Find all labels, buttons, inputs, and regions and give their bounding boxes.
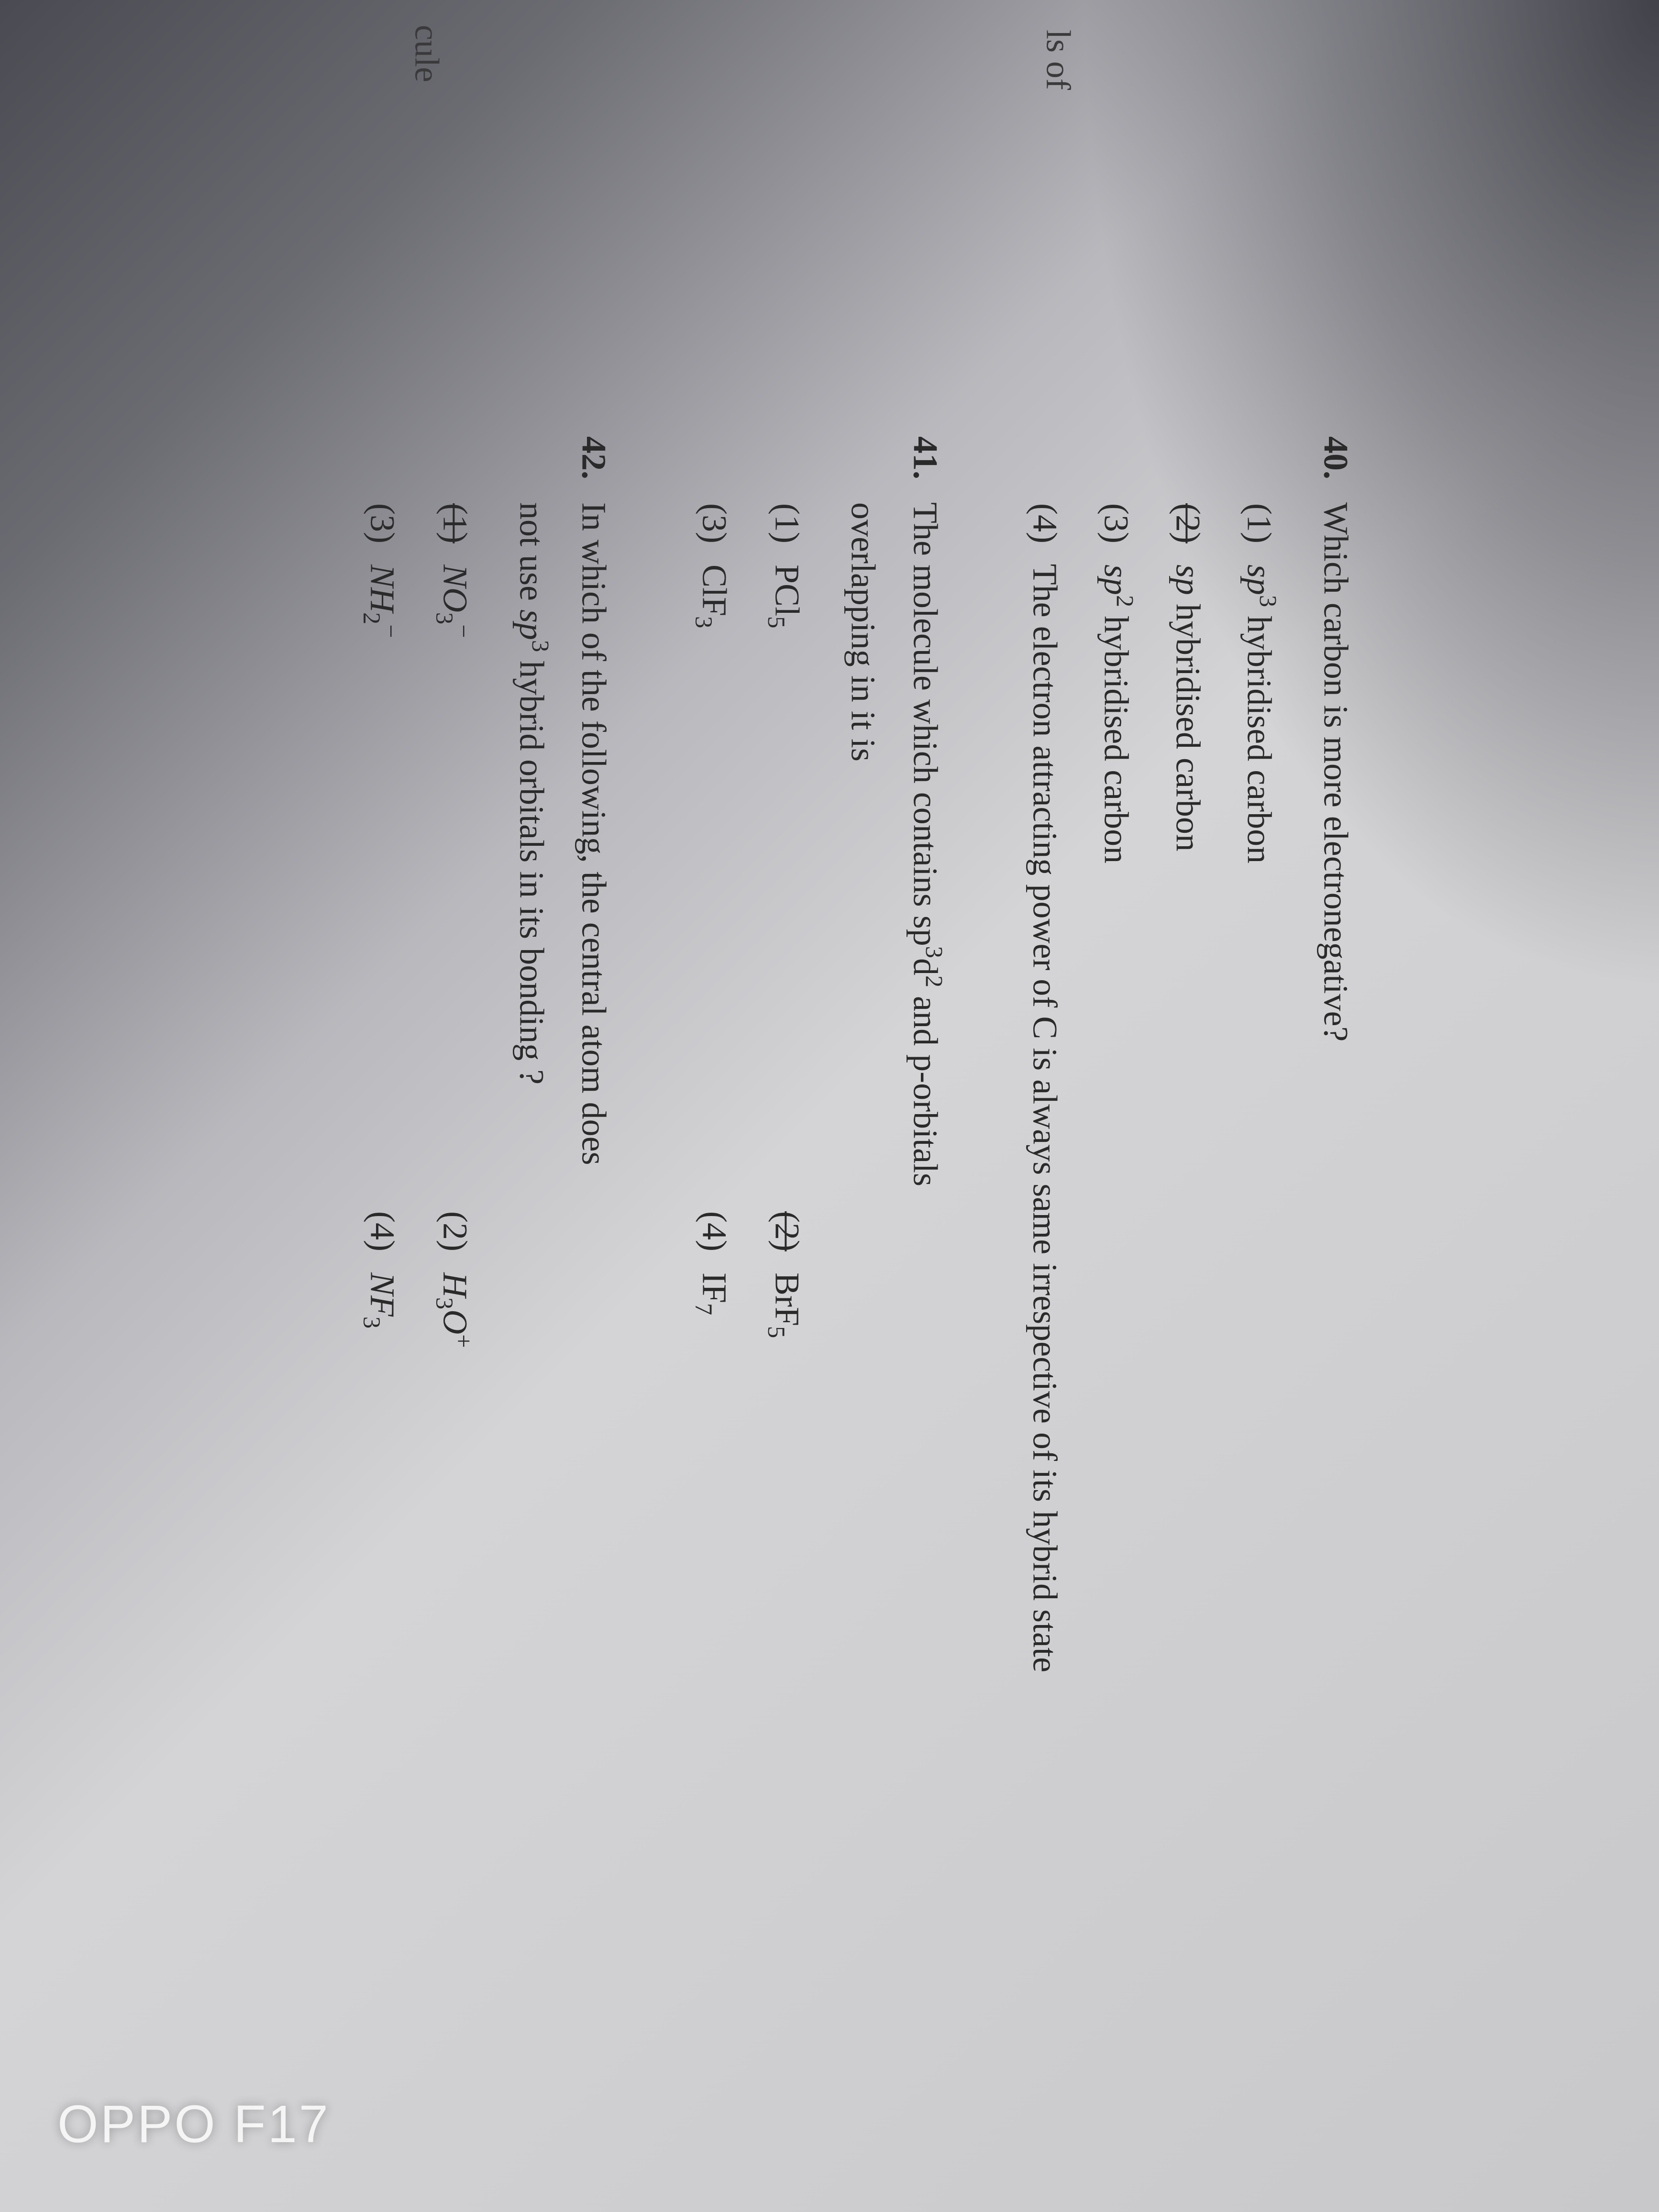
option-text-suffix: hybridised carbon: [1240, 607, 1279, 863]
formula2: O: [436, 1309, 475, 1334]
option-1: (1) NO3−: [423, 503, 486, 1211]
option-number: (2): [1157, 503, 1219, 556]
option-2: (2) BrF5: [754, 1211, 818, 1919]
options-list: (1) NO3− (2) H3O+ (3) NH2− (4) NF3: [350, 503, 486, 1919]
charge: −: [451, 624, 477, 638]
option-4: (4) The electron attracting power of C i…: [1013, 503, 1075, 1919]
option-3: (3) ClF3: [682, 503, 745, 1211]
subscript: 3: [690, 616, 717, 628]
formula: H: [436, 1272, 475, 1297]
question-42: 42. In which of the following, the centr…: [350, 436, 624, 1919]
option-number: (1): [424, 503, 486, 556]
option-3: (3) NH2−: [350, 503, 413, 1211]
formula: PCl: [768, 564, 806, 616]
option-1: (1) PCl5: [754, 503, 818, 1211]
option-number: (2): [424, 1211, 486, 1264]
options-list: (1) PCl5 (2) BrF5 (3) ClF3 (4) IF7: [682, 503, 818, 1919]
option-number: (3): [1085, 503, 1147, 556]
option-text-prefix: sp: [1169, 564, 1207, 595]
qtext-line1: In which of the following, the central a…: [575, 502, 613, 1165]
superscript: 3: [920, 946, 947, 958]
formula: NF: [364, 1272, 402, 1316]
question-41: 41. The molecule which contains sp3d2 an…: [682, 436, 956, 1919]
option-text: The electron attracting power of C is al…: [1026, 564, 1064, 1672]
subscript: 7: [690, 1303, 717, 1315]
option-number: (1): [1228, 503, 1290, 556]
option-4: (4) NF3: [350, 1211, 413, 1919]
option-text-suffix: hybridised carbon: [1169, 595, 1207, 852]
subscript: 3: [431, 612, 458, 624]
superscript: 2: [1112, 595, 1139, 607]
qtext-post: hybrid orbitals in its bonding ?: [512, 652, 551, 1084]
formula: BrF: [768, 1272, 806, 1326]
options-list: (1) sp3 hybridised carbon (2) sp hybridi…: [1013, 503, 1290, 1919]
qtext-end: and p-orbitals: [906, 987, 944, 1186]
option-number: (3): [683, 503, 745, 556]
qtext-part1: The molecule which contains sp: [906, 502, 944, 946]
qtext-line2: overlapping in it is: [844, 502, 883, 762]
option-row: (1) PCl5 (2) BrF5: [754, 503, 818, 1919]
option-number: (4): [351, 1211, 413, 1264]
option-2: (2) sp hybridised carbon: [1157, 503, 1219, 1919]
question-number: 41.: [894, 436, 956, 494]
superscript: 3: [527, 640, 553, 652]
subscript: 5: [763, 1326, 790, 1338]
option-number: (2): [756, 1211, 818, 1264]
option-row: (3) NH2− (4) NF3: [350, 503, 413, 1919]
question-text: The molecule which contains sp3d2 and p-…: [832, 502, 956, 1918]
option-row: (3) ClF3 (4) IF7: [682, 503, 745, 1919]
option-number: (4): [683, 1211, 745, 1264]
option-number: (4): [1013, 503, 1075, 556]
textbook-page: ls of cule 40. Which carbon is more elec…: [197, 149, 1462, 2063]
subscript: 3: [358, 1316, 385, 1328]
subscript: 2: [358, 612, 385, 624]
charge: +: [451, 1334, 477, 1348]
formula: IF: [695, 1272, 733, 1303]
question-number: 40.: [1305, 436, 1367, 494]
option-2: (2) H3O+: [423, 1211, 486, 1919]
option-text-prefix: sp: [1240, 564, 1279, 595]
option-row: (1) NO3− (2) H3O+: [423, 503, 486, 1919]
option-text-suffix: hybridised carbon: [1097, 607, 1136, 863]
subscript: 5: [763, 616, 790, 628]
qtext-mid: d: [906, 958, 944, 975]
question-text: In which of the following, the central a…: [500, 502, 624, 1918]
subscript: 3: [431, 1297, 458, 1309]
superscript: 2: [920, 975, 947, 987]
qtext-pre: not use: [512, 502, 551, 609]
question-number: 42.: [562, 436, 624, 494]
qtext-sp: sp: [512, 609, 551, 640]
device-watermark: OPPO F17: [57, 2094, 330, 2155]
formula: NO: [436, 564, 475, 612]
question-text: Which carbon is more electronegative?: [1305, 502, 1367, 1918]
formula: NH: [364, 564, 402, 612]
option-1: (1) sp3 hybridised carbon: [1228, 503, 1290, 1919]
option-4: (4) IF7: [682, 1211, 745, 1919]
margin-fragment-1: ls of: [1027, 30, 1089, 90]
superscript: 3: [1255, 595, 1282, 607]
margin-fragment-2: cule: [396, 25, 458, 82]
option-3: (3) sp2 hybridised carbon: [1085, 503, 1147, 1919]
option-number: (3): [351, 503, 413, 556]
question-40: 40. Which carbon is more electronegative…: [1013, 436, 1366, 1919]
charge: −: [378, 624, 405, 638]
option-number: (1): [756, 503, 818, 556]
option-text-prefix: sp: [1097, 564, 1136, 595]
formula: ClF: [695, 564, 733, 616]
